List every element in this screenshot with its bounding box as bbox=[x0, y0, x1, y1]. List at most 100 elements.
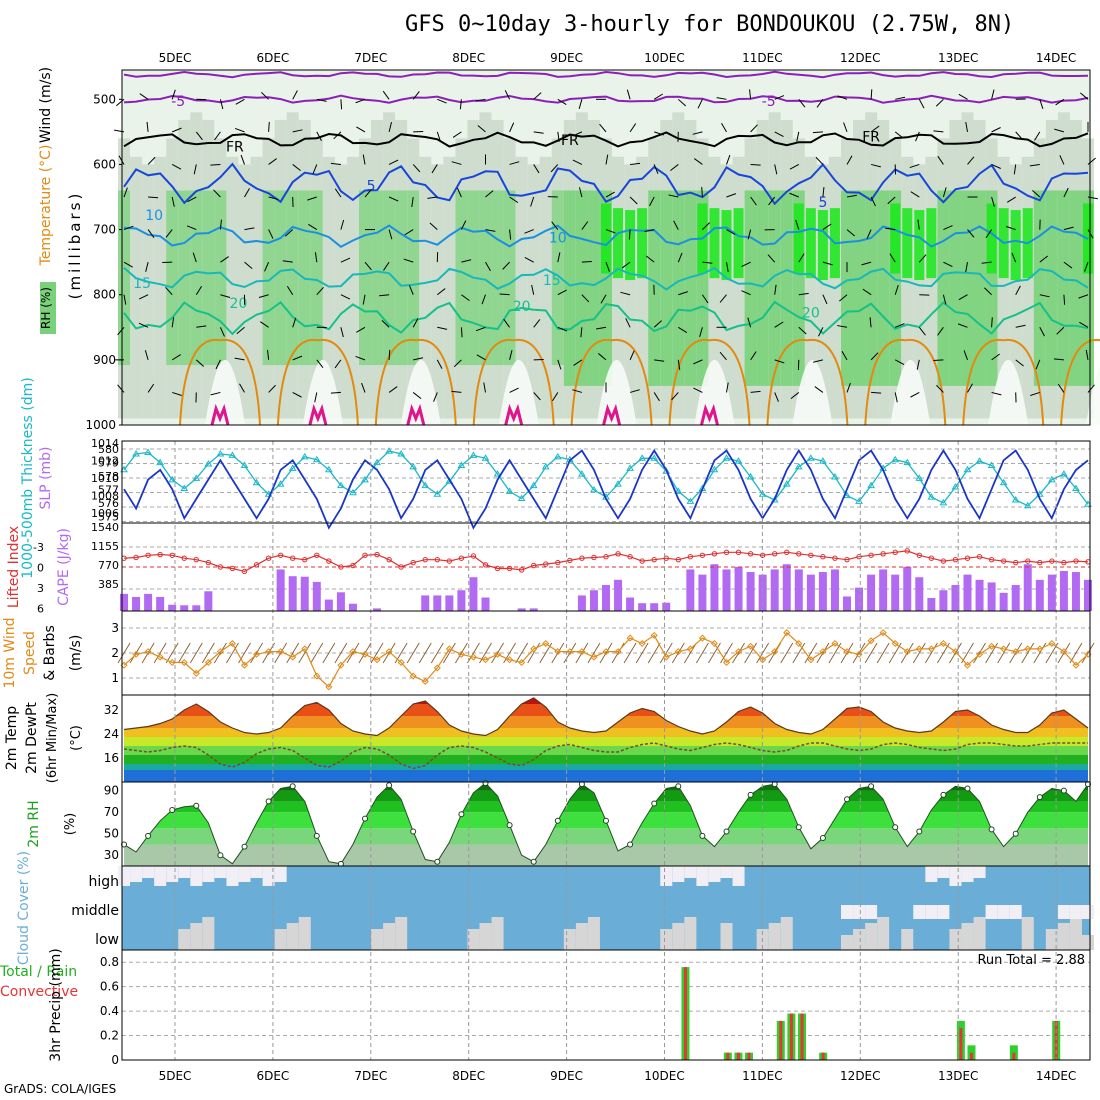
cape-bar bbox=[758, 574, 767, 611]
x-tick-label-top: 11DEC bbox=[742, 51, 782, 65]
wind-barb bbox=[234, 127, 245, 133]
wind-speed-point bbox=[361, 650, 369, 658]
wind-barb bbox=[147, 383, 155, 393]
y-tick-label: 0.6 bbox=[100, 980, 119, 994]
wind-barb bbox=[1039, 255, 1048, 263]
wind-barb bbox=[812, 131, 823, 134]
isotherm-label: 20 bbox=[802, 306, 820, 322]
wind-barb bbox=[244, 188, 250, 198]
wind-barb bbox=[268, 229, 274, 239]
wind-barb bbox=[427, 196, 438, 199]
wind-speed-point bbox=[168, 658, 176, 667]
wind-barb bbox=[123, 187, 128, 198]
cloud-low bbox=[190, 923, 203, 950]
wind-barb bbox=[965, 121, 968, 132]
wind-barb bbox=[671, 392, 679, 401]
thickness-point bbox=[782, 480, 791, 487]
wind-barb bbox=[816, 99, 824, 108]
wind-barb-10m bbox=[442, 642, 456, 664]
wind-speed-point bbox=[771, 648, 779, 656]
wind-barb bbox=[598, 353, 607, 361]
wind-barb bbox=[171, 196, 175, 207]
wind-barb bbox=[533, 319, 541, 328]
wind-barb bbox=[171, 89, 176, 100]
lifted-index-point bbox=[494, 565, 501, 572]
thickness-point bbox=[867, 481, 875, 489]
rh-shade-green bbox=[853, 190, 866, 386]
x-tick-label-top: 13DEC bbox=[938, 51, 978, 65]
wind-barb bbox=[694, 158, 703, 165]
wind-speed-point bbox=[951, 648, 959, 656]
wind-barb bbox=[1059, 155, 1065, 165]
wind-barb bbox=[459, 99, 462, 110]
wind-barb bbox=[552, 392, 559, 402]
cape-ylabel: CAPE (J/kg) bbox=[56, 528, 72, 606]
wind-speed-point bbox=[795, 639, 803, 648]
wind-barb-10m bbox=[201, 642, 215, 664]
wind-barb bbox=[316, 286, 324, 296]
wind-barb bbox=[210, 163, 221, 166]
wind-barb bbox=[654, 359, 665, 362]
rh-point bbox=[916, 828, 923, 835]
thickness-point bbox=[650, 454, 659, 461]
wind-speed-point bbox=[819, 648, 827, 656]
wind-barb bbox=[235, 98, 245, 105]
rh-shade-bright bbox=[890, 203, 901, 274]
cape-bar bbox=[589, 590, 598, 611]
wind-barb bbox=[483, 382, 486, 393]
precip-conv-bar bbox=[1012, 1052, 1016, 1060]
cloud-gap-high bbox=[925, 866, 938, 882]
precip-ylabel: 3hr Precip (mm) bbox=[48, 948, 64, 1061]
wind-barb bbox=[234, 357, 245, 361]
rh-shade-green bbox=[286, 190, 299, 366]
rh-point bbox=[892, 824, 899, 831]
isotherm-30-line bbox=[210, 403, 230, 426]
wind-speed-point bbox=[445, 645, 453, 653]
lifted-index-point bbox=[868, 552, 874, 558]
wind-speed-point bbox=[409, 672, 417, 680]
wind-speed-point bbox=[240, 661, 249, 669]
lifted-index-point bbox=[277, 552, 284, 558]
wind-barb bbox=[340, 219, 345, 230]
wind-barb bbox=[210, 391, 221, 396]
rh-shade-mid bbox=[431, 164, 444, 419]
cloud-low bbox=[961, 923, 974, 950]
wind-barb bbox=[431, 164, 438, 174]
isotherm-25-line bbox=[374, 338, 457, 426]
lifted-index-point bbox=[531, 562, 537, 569]
lifted-index-point bbox=[603, 554, 609, 560]
wind-barb bbox=[943, 225, 953, 231]
wind-barb bbox=[774, 359, 785, 364]
y-tick-label: 90 bbox=[104, 784, 119, 798]
wind-barb bbox=[196, 325, 207, 328]
cloud-gap-high bbox=[190, 866, 203, 886]
cloud-gap-high bbox=[696, 866, 709, 886]
isotherm-30-line bbox=[504, 403, 524, 426]
rh-shade-green bbox=[407, 190, 420, 366]
wind-speed-point bbox=[783, 629, 791, 637]
cape-bar bbox=[879, 569, 888, 611]
thickness-point bbox=[457, 461, 466, 468]
wind-barb-10m bbox=[165, 642, 179, 664]
rh-shade-bright bbox=[721, 210, 732, 281]
wind-barb bbox=[551, 221, 559, 230]
wind-barb bbox=[693, 359, 703, 365]
rh-shade-green bbox=[395, 190, 408, 366]
rh-shade-bright bbox=[986, 203, 997, 274]
cloud-low bbox=[684, 917, 697, 950]
wind-barb bbox=[573, 359, 583, 366]
wind-barb bbox=[412, 392, 422, 399]
wind-barb bbox=[533, 164, 540, 174]
wind-barb bbox=[837, 325, 848, 328]
isotherm-label: FR bbox=[862, 130, 880, 146]
y-tick-label: 50 bbox=[104, 827, 119, 841]
cape-bar bbox=[698, 574, 707, 611]
cloud-gap-mid bbox=[913, 905, 926, 919]
cloud-low bbox=[1057, 923, 1070, 950]
wind-speed-point bbox=[457, 650, 465, 658]
temp-line bbox=[123, 697, 1089, 737]
rh-point bbox=[868, 783, 875, 790]
wind-barb bbox=[292, 164, 301, 172]
wind-barb bbox=[798, 326, 807, 335]
